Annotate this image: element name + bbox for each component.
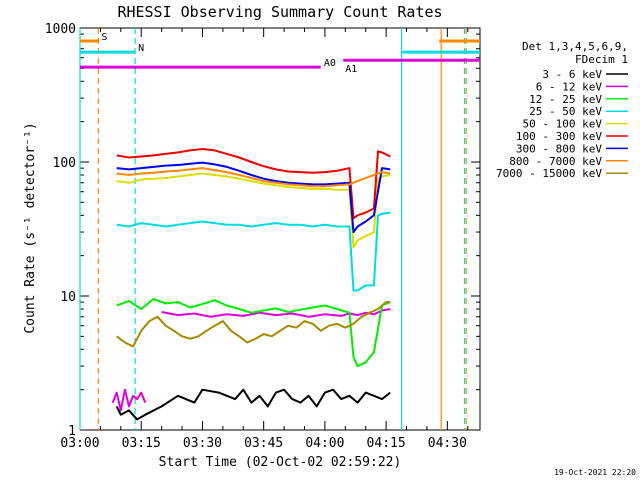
y-axis-label: Count Rate (s⁻¹ detector⁻¹) xyxy=(23,122,38,333)
y-tick-label: 10 xyxy=(60,290,76,305)
series-line xyxy=(116,167,391,188)
annotation-label: A0 xyxy=(324,58,336,69)
legend-label: 12 - 25 keV xyxy=(529,93,602,106)
series-line xyxy=(116,148,391,220)
series-line xyxy=(115,388,391,421)
x-tick-label: 04:00 xyxy=(305,436,344,451)
series-line xyxy=(116,172,391,249)
annotation-label: S xyxy=(101,32,107,43)
timestamp: 19-Oct-2021 22:20 xyxy=(554,468,636,477)
legend-label: 300 - 800 keV xyxy=(516,142,602,155)
x-tick-label: 03:45 xyxy=(244,436,283,451)
y-tick-label: 100 xyxy=(53,156,76,171)
legend-label: 6 - 12 keV xyxy=(536,80,603,93)
chart-title: RHESSI Observing Summary Count Rates xyxy=(117,3,442,21)
series-line xyxy=(116,211,391,292)
plot-frame xyxy=(79,27,481,431)
x-tick-label: 03:00 xyxy=(60,436,99,451)
y-tick-label: 1000 xyxy=(45,22,76,37)
series-line xyxy=(161,308,391,318)
annotation-label: N xyxy=(138,43,144,54)
series-line xyxy=(116,298,391,368)
x-tick-label: 03:30 xyxy=(183,436,222,451)
legend-header-line1: Det 1,3,4,5,6,9, xyxy=(522,40,628,53)
legend-header-line2: FDecim 1 xyxy=(575,53,628,66)
x-tick-label: 04:30 xyxy=(428,436,467,451)
annotation-label: A1 xyxy=(345,64,357,75)
series-line xyxy=(116,301,391,348)
x-axis-label: Start Time (02-Oct-02 02:59:22) xyxy=(159,455,402,470)
series-line xyxy=(111,388,147,412)
legend-label: 7000 - 15000 keV xyxy=(496,167,602,180)
legend-label: 50 - 100 keV xyxy=(523,118,603,131)
legend-label: 3 - 6 keV xyxy=(542,68,602,81)
legend-label: 25 - 50 keV xyxy=(529,105,602,118)
y-tick-label: 1 xyxy=(68,424,76,439)
plot-area: 1 10 100 1000 03:00 03:15 03:30 03:45 04:00 04:15… xyxy=(45,22,481,451)
legend-label: 100 - 300 keV xyxy=(516,130,602,143)
legend-label: 800 - 7000 keV xyxy=(509,155,602,168)
series-line xyxy=(116,161,391,234)
x-tick-label: 04:15 xyxy=(367,436,406,451)
x-tick-label: 03:15 xyxy=(122,436,161,451)
